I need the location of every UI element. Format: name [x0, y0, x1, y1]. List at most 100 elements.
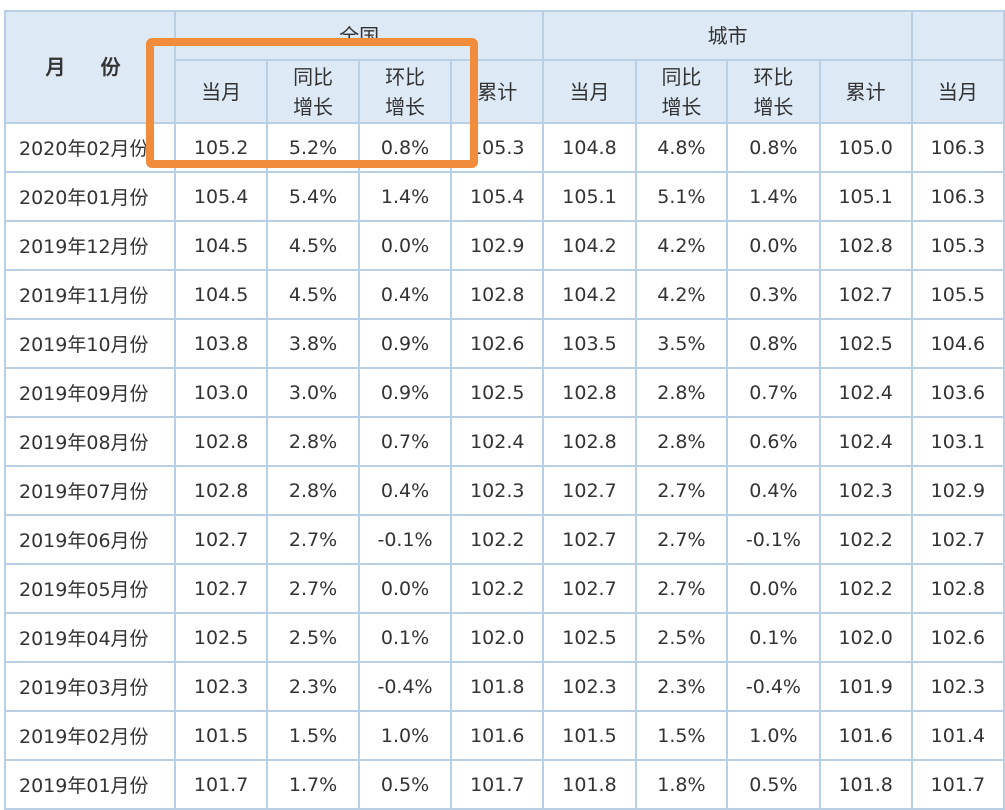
subheader-current-month: 当月 [910, 59, 1005, 124]
value-cell: 5.1% [634, 171, 729, 222]
table-row: 2019年10月份 103.8 3.8% 0.9% 102.6 103.5 3.5% 0.8%… [4, 318, 1005, 369]
table-row: 2020年02月份 105.2 5.2% 0.8% 105.3 104.8 4.8% 0.8%… [4, 122, 1005, 173]
value-cell: 0.7% [357, 416, 453, 467]
value-cell: 101.9 [818, 661, 913, 712]
value-cell: -0.4% [357, 661, 453, 712]
value-cell: 102.7 [542, 514, 637, 565]
value-cell: 105.4 [173, 171, 269, 222]
value-cell: 2.3% [634, 661, 729, 712]
value-cell: 0.5% [357, 759, 453, 810]
subheader-current-month: 当月 [542, 59, 637, 124]
value-cell: 102.7 [542, 465, 637, 516]
value-cell: 103.1 [910, 416, 1005, 467]
value-cell: 105.0 [818, 122, 913, 173]
month-cell: 2019年05月份 [4, 563, 176, 614]
month-cell: 2019年10月份 [4, 318, 176, 369]
value-cell: 2.8% [266, 416, 360, 467]
value-cell: 106.3 [910, 122, 1005, 173]
value-cell: 0.4% [357, 269, 453, 320]
value-cell: 0.5% [726, 759, 821, 810]
value-cell: 1.5% [634, 710, 729, 761]
subheader-current-month: 当月 [173, 59, 269, 124]
value-cell: 101.7 [173, 759, 269, 810]
value-cell: 102.7 [542, 563, 637, 614]
month-cell: 2020年01月份 [4, 171, 176, 222]
value-cell: 106.3 [910, 171, 1005, 222]
value-cell: 102.3 [450, 465, 545, 516]
value-cell: 0.0% [357, 220, 453, 271]
value-cell: 102.3 [542, 661, 637, 712]
value-cell: 2.8% [634, 416, 729, 467]
value-cell: 103.0 [173, 367, 269, 418]
value-cell: 0.8% [357, 122, 453, 173]
table-row: 2019年06月份 102.7 2.7% -0.1% 102.2 102.7 2.7% -0.… [4, 514, 1005, 565]
value-cell: 105.3 [910, 220, 1005, 271]
value-cell: 102.9 [910, 465, 1005, 516]
value-cell: 2.7% [266, 514, 360, 565]
value-cell: 0.4% [726, 465, 821, 516]
value-cell: 2.7% [634, 514, 729, 565]
group-header-rural [910, 10, 1005, 61]
value-cell: 102.0 [818, 612, 913, 663]
value-cell: 0.3% [726, 269, 821, 320]
header-row-subcolumns: 当月 同比 增长 环比 增长 累计 当月 同比 增长 环比 增长 累计 当月 [5, 59, 1005, 124]
month-cell: 2019年09月份 [4, 367, 176, 418]
value-cell: 103.5 [542, 318, 637, 369]
value-cell: 104.8 [542, 122, 637, 173]
value-cell: 101.6 [450, 710, 545, 761]
value-cell: 101.7 [910, 759, 1005, 810]
group-header-national: 全国 [173, 10, 545, 61]
value-cell: 0.8% [726, 122, 821, 173]
value-cell: 0.6% [726, 416, 821, 467]
value-cell: 102.5 [542, 612, 637, 663]
value-cell: 105.5 [910, 269, 1005, 320]
value-cell: 0.1% [357, 612, 453, 663]
value-cell: 102.9 [450, 220, 545, 271]
value-cell: 0.0% [726, 220, 821, 271]
cpi-data-table: 月 份 全国 城市 当月 同比 增长 环比 增长 累计 当月 同比 增长 环比 增长 累… [4, 10, 1005, 810]
value-cell: 1.0% [357, 710, 453, 761]
value-cell: 102.3 [910, 661, 1005, 712]
table-row: 2019年09月份 103.0 3.0% 0.9% 102.5 102.8 2.8% 0.7%… [4, 367, 1005, 418]
value-cell: 105.1 [818, 171, 913, 222]
value-cell: 102.8 [910, 563, 1005, 614]
value-cell: 3.5% [634, 318, 729, 369]
value-cell: 1.4% [357, 171, 453, 222]
month-column-header: 月 份 [4, 10, 176, 124]
subheader-yoy-growth: 同比 增长 [266, 59, 360, 124]
value-cell: -0.1% [726, 514, 821, 565]
table-row: 2019年03月份 102.3 2.3% -0.4% 101.8 102.3 2.3% -0.… [4, 661, 1005, 712]
value-cell: 1.7% [266, 759, 360, 810]
value-cell: 4.8% [634, 122, 729, 173]
header-row-groups: 月 份 全国 城市 [4, 10, 1005, 124]
group-header-city: 城市 [542, 10, 913, 61]
subheader-mom-growth: 环比 增长 [726, 59, 821, 124]
value-cell: 0.8% [726, 318, 821, 369]
value-cell: 102.8 [818, 220, 913, 271]
month-cell: 2019年04月份 [4, 612, 176, 663]
month-cell: 2019年03月份 [4, 661, 176, 712]
value-cell: 101.8 [542, 759, 637, 810]
value-cell: 2.8% [266, 465, 360, 516]
value-cell: 102.2 [818, 563, 913, 614]
table-row: 2019年07月份 102.8 2.8% 0.4% 102.3 102.7 2.7% 0.4%… [4, 465, 1005, 516]
value-cell: 101.8 [450, 661, 545, 712]
value-cell: 1.4% [726, 171, 821, 222]
value-cell: 101.5 [173, 710, 269, 761]
value-cell: 104.6 [910, 318, 1005, 369]
value-cell: 0.1% [726, 612, 821, 663]
value-cell: 102.8 [450, 269, 545, 320]
value-cell: 103.8 [173, 318, 269, 369]
subheader-cumulative: 累计 [450, 59, 545, 124]
value-cell: 105.1 [542, 171, 637, 222]
value-cell: 102.5 [173, 612, 269, 663]
table-row: 2019年04月份 102.5 2.5% 0.1% 102.0 102.5 2.5% 0.1%… [4, 612, 1005, 663]
value-cell: 0.9% [357, 318, 453, 369]
value-cell: 0.0% [726, 563, 821, 614]
value-cell: 0.0% [357, 563, 453, 614]
value-cell: 1.8% [634, 759, 729, 810]
value-cell: 2.5% [266, 612, 360, 663]
value-cell: 102.7 [173, 514, 269, 565]
value-cell: 1.0% [726, 710, 821, 761]
value-cell: 105.3 [450, 122, 545, 173]
